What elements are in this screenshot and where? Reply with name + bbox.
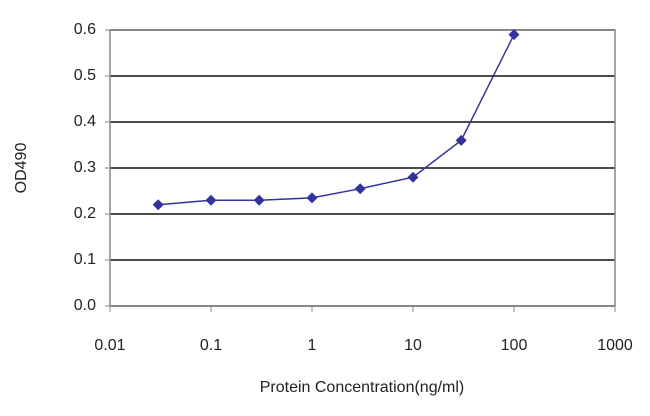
x-tick-label: 1 (308, 337, 317, 354)
marker (306, 192, 318, 204)
x-tick-label: 10 (404, 337, 422, 354)
y-tick-label: 0.1 (74, 251, 96, 268)
marker (508, 29, 520, 41)
x-axis-label: Protein Concentration(ng/ml) (260, 379, 465, 396)
marker (152, 199, 164, 211)
y-tick-label: 0.6 (74, 21, 96, 38)
x-tick-label: 0.1 (200, 337, 222, 354)
x-tick-label: 100 (501, 337, 528, 354)
marker (407, 171, 419, 183)
x-tick-label: 1000 (597, 337, 633, 354)
marker (455, 134, 467, 146)
y-tick-label: 0.2 (74, 205, 96, 222)
y-tick-label: 0.4 (74, 113, 96, 130)
y-tick-label: 0.3 (74, 159, 96, 176)
line (158, 34, 515, 206)
marker (354, 183, 366, 195)
x-tick-label: 0.01 (94, 337, 125, 354)
y-tick-label: 0.0 (74, 297, 96, 314)
y-tick-label: 0.5 (74, 67, 96, 84)
plot-border (109, 29, 616, 307)
marker (205, 194, 217, 206)
marker (253, 194, 265, 206)
y-axis-label: OD490 (13, 143, 30, 194)
